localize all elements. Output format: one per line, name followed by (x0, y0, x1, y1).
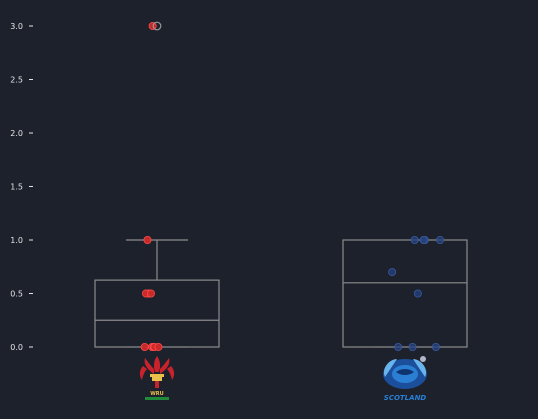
y-tick-label: 2.5 (10, 76, 23, 85)
team-logos: WRU SCOTLAND (139, 356, 427, 402)
group-scotland (342, 235, 468, 351)
data-point (410, 235, 419, 244)
y-tick-label: 0.5 (10, 290, 23, 299)
data-point (436, 235, 445, 244)
data-point (419, 235, 428, 244)
y-tick-label: 1.5 (10, 183, 23, 192)
data-point (431, 342, 440, 351)
y-tick-label: 3.0 (10, 22, 23, 31)
scotland-logo: SCOTLAND (383, 356, 427, 402)
group-wales (94, 21, 220, 351)
data-point (388, 268, 397, 277)
scotland-logo-text: SCOTLAND (384, 394, 427, 402)
y-tick-label: 0.0 (10, 343, 23, 352)
data-point (394, 342, 403, 351)
data-point (140, 342, 149, 351)
data-point (143, 235, 152, 244)
data-point (413, 289, 422, 298)
box (94, 279, 220, 348)
wales-logo: WRU (139, 356, 175, 400)
y-tick-label: 1.0 (10, 236, 23, 245)
data-point (146, 289, 155, 298)
data-point (154, 342, 163, 351)
box (342, 239, 468, 348)
plot-area (94, 21, 468, 351)
y-axis: 0.0 0.5 1.0 1.5 2.0 2.5 3.0 (10, 22, 33, 352)
wales-logo-text: WRU (150, 391, 163, 397)
y-tick-label: 2.0 (10, 129, 23, 138)
data-point (408, 342, 417, 351)
outlier-marker (152, 21, 162, 31)
